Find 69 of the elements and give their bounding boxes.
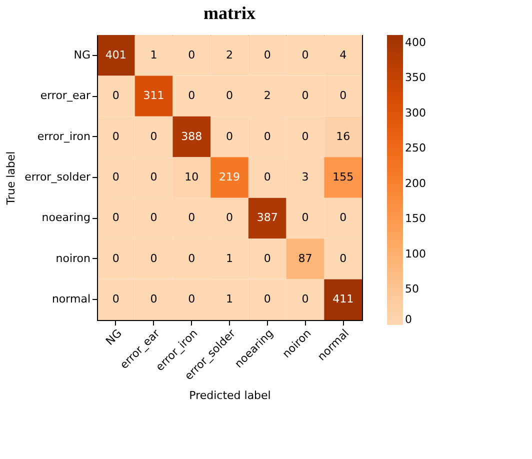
data-label: 155	[332, 170, 354, 184]
data-label: 411	[332, 292, 354, 306]
data-label: 0	[188, 292, 196, 306]
data-label: 0	[302, 130, 309, 143]
data-label: 0	[226, 211, 233, 224]
color-bar-label: 350	[405, 71, 426, 84]
color-bar-label: 150	[405, 212, 426, 226]
data-label: 0	[150, 130, 158, 143]
data-label: 219	[219, 170, 240, 184]
data-label: 0	[226, 130, 233, 143]
data-label: 3	[302, 170, 309, 184]
data-label: 0	[188, 211, 196, 224]
data-label: 0	[302, 292, 309, 306]
data-label: 4	[340, 48, 347, 62]
y-tick-label: normal	[52, 292, 90, 306]
data-label: 0	[226, 89, 233, 102]
data-label: 0	[112, 89, 120, 102]
color-bar-label: 250	[405, 142, 426, 155]
data-label: 0	[150, 211, 158, 224]
data-label: 311	[143, 89, 164, 102]
x-axis-title: Predicted label	[189, 388, 271, 402]
data-label: 1	[226, 252, 233, 265]
color-bar-label: 300	[405, 106, 426, 120]
y-tick-label: noearing	[42, 211, 90, 224]
color-bar-label: 100	[405, 247, 426, 260]
data-label: 0	[112, 170, 120, 184]
data-label: 0	[188, 48, 196, 62]
data-label: 2	[264, 89, 271, 102]
data-label: 0	[264, 48, 271, 62]
color-bar-label: 200	[405, 176, 426, 190]
data-label: 0	[302, 89, 309, 102]
x-tick-label: NG	[103, 326, 124, 348]
chart-title: matrix	[204, 3, 256, 23]
data-label: 0	[264, 292, 271, 306]
data-label: 0	[264, 170, 271, 184]
data-label: 0	[188, 252, 196, 265]
data-label: 0	[340, 252, 347, 265]
data-label: 0	[150, 292, 158, 306]
data-label: 387	[256, 211, 278, 224]
data-label: 2	[226, 48, 233, 62]
data-label: 1	[150, 48, 158, 62]
data-label: 0	[112, 211, 120, 224]
y-tick-label: noiron	[56, 252, 91, 265]
y-tick-label: error_iron	[37, 130, 91, 143]
data-label: 0	[340, 89, 347, 102]
data-label: 401	[105, 48, 126, 62]
data-label: 1	[226, 292, 233, 306]
data-label: 0	[188, 89, 196, 102]
data-label: 0	[264, 252, 271, 265]
data-label: 0	[150, 170, 158, 184]
data-label: 0	[150, 252, 158, 265]
data-label: 0	[112, 252, 120, 265]
y-tick-label: NG	[74, 48, 90, 62]
data-label: 0	[264, 130, 271, 143]
data-label: 87	[298, 252, 312, 265]
color-bar-label: 400	[405, 36, 426, 49]
y-axis-title: True label	[4, 151, 18, 206]
data-label: 0	[302, 211, 309, 224]
color-bar-label: 50	[405, 282, 419, 296]
data-label: 16	[336, 130, 350, 143]
data-label: 388	[181, 130, 202, 143]
data-label: 10	[184, 170, 199, 184]
data-label: 0	[302, 48, 309, 62]
color-bar-label: 0	[405, 313, 412, 326]
data-label: 0	[112, 130, 120, 143]
y-tick-label: error_solder	[24, 170, 91, 184]
data-label: 0	[112, 292, 120, 306]
y-tick-label: error_ear	[40, 89, 91, 102]
data-label: 0	[340, 211, 347, 224]
